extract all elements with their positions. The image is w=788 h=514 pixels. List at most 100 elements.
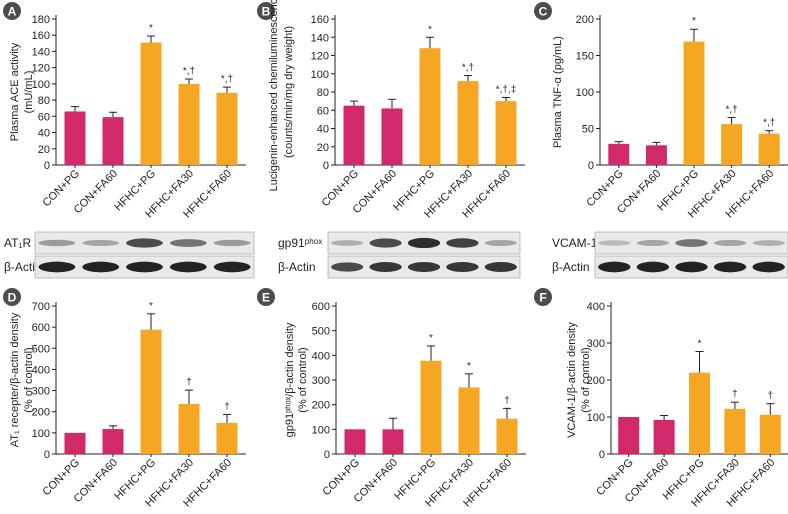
- bar: [419, 48, 441, 166]
- significance-label: *: [698, 339, 702, 350]
- blot-band: [713, 239, 747, 247]
- significance-label: *: [149, 301, 153, 312]
- y-axis-label: Plasma ACE activity: [9, 42, 21, 141]
- y-tick-label: 20: [317, 142, 329, 154]
- y-tick-label: 160: [32, 30, 50, 42]
- y-tick-label: 100: [311, 69, 329, 81]
- y-tick-label: 60: [38, 111, 50, 123]
- blot-band: [713, 261, 747, 273]
- bar: [216, 92, 238, 165]
- bar: [344, 429, 366, 454]
- y-axis-label: Lucigenin-enhanced chemiluminescence: [268, 0, 280, 191]
- panel-badge-circle: [3, 288, 21, 306]
- bar: [382, 429, 404, 454]
- panel-badge-circle: [3, 2, 21, 20]
- panel-badge: A: [3, 2, 21, 20]
- panel-letter: E: [262, 291, 270, 305]
- blot-band: [636, 239, 670, 247]
- y-tick-label: 100: [32, 79, 50, 91]
- bar: [618, 417, 640, 454]
- actin-blot-frame: [327, 255, 521, 279]
- y-tick-label: 0: [324, 449, 330, 461]
- y-axis-label: (% of control): [23, 347, 35, 412]
- actin-blot-label: β-Actin: [552, 260, 590, 274]
- y-axis-label: AT₁ recepter/β-actin density: [9, 312, 21, 447]
- blot-band: [126, 238, 163, 248]
- y-tick-label: 400: [587, 301, 605, 313]
- significance-label: *,†: [462, 63, 474, 74]
- significance-label: *: [467, 361, 471, 372]
- bar: [64, 111, 86, 165]
- blot-band: [169, 261, 207, 273]
- y-tick-label: 400: [312, 350, 330, 362]
- y-axis-label: Plasma TNF-α (pg/mL): [552, 36, 564, 148]
- blot-band: [446, 238, 479, 248]
- y-tick-label: 400: [32, 364, 50, 376]
- y-tick-label: 20: [38, 144, 50, 156]
- chart-panel-f: F 0 100 200 300 400 VCAM-1/β-actin density (% o…: [534, 288, 788, 509]
- blot-band: [369, 262, 402, 272]
- bar: [343, 105, 365, 165]
- y-axis-label: (counts/min/mg dry weight): [283, 26, 295, 158]
- actin-blot-frame: [594, 255, 788, 279]
- bar: [178, 83, 200, 165]
- panel-badge-circle: [534, 288, 552, 306]
- significance-label: *: [149, 23, 153, 34]
- blot-band: [213, 239, 251, 247]
- western-blot-2: gp91ᵖʰᵒˣ β-Actin: [278, 231, 521, 279]
- bar: [140, 329, 162, 454]
- significance-label: *,†: [763, 118, 775, 129]
- y-tick-label: 140: [311, 32, 329, 44]
- blot-band: [675, 239, 708, 247]
- y-axis-label: (mU/mL): [23, 71, 35, 114]
- y-tick-label: 0: [44, 449, 50, 461]
- target-blot-frame: [327, 231, 521, 255]
- panel-letter: F: [539, 291, 546, 305]
- blot-band: [82, 261, 120, 273]
- blot-band: [331, 262, 364, 272]
- bar: [457, 81, 479, 165]
- bar: [496, 418, 518, 454]
- y-axis-label: (% of control): [297, 347, 309, 412]
- bar: [724, 408, 746, 454]
- y-tick-label: 500: [312, 326, 330, 338]
- panel-letter: B: [262, 5, 271, 19]
- target-blot-label: VCAM-1: [552, 236, 598, 250]
- actin-blot-frame: [34, 255, 255, 279]
- significance-label: *: [692, 16, 696, 27]
- significance-label: *,†: [221, 74, 233, 85]
- y-tick-label: 600: [32, 322, 50, 334]
- bar: [689, 372, 710, 454]
- bar: [721, 124, 743, 165]
- blot-band: [446, 262, 479, 272]
- blot-band: [484, 239, 517, 247]
- y-tick-label: 100: [587, 412, 605, 424]
- y-tick-label: 0: [588, 160, 594, 172]
- significance-label: †: [732, 389, 738, 400]
- blot-band: [407, 237, 441, 249]
- y-tick-label: 300: [32, 386, 50, 398]
- y-tick-label: 300: [312, 375, 330, 387]
- panel-letter: C: [539, 5, 548, 19]
- bar: [608, 143, 630, 165]
- bar: [102, 117, 124, 165]
- bar: [102, 429, 124, 454]
- blot-band: [598, 240, 631, 246]
- y-tick-label: 100: [32, 428, 50, 440]
- chart-panel-e: E 0 100 200 300 400 500 600 gp91ᵖʰᵒˣ/β-actin den…: [257, 288, 526, 509]
- bar: [458, 387, 480, 454]
- bar: [758, 133, 780, 165]
- target-blot-label: gp91ᵖʰᵒˣ: [278, 236, 322, 250]
- panel-letter: D: [8, 291, 17, 305]
- bar: [645, 145, 667, 165]
- significance-label: *: [428, 24, 432, 35]
- panel-badge: E: [257, 288, 275, 306]
- panel-badge-circle: [257, 288, 275, 306]
- bar: [216, 422, 238, 454]
- panel-badge-circle: [257, 2, 275, 20]
- blot-band: [675, 261, 708, 273]
- blot-band: [169, 239, 207, 247]
- y-tick-label: 80: [317, 87, 329, 99]
